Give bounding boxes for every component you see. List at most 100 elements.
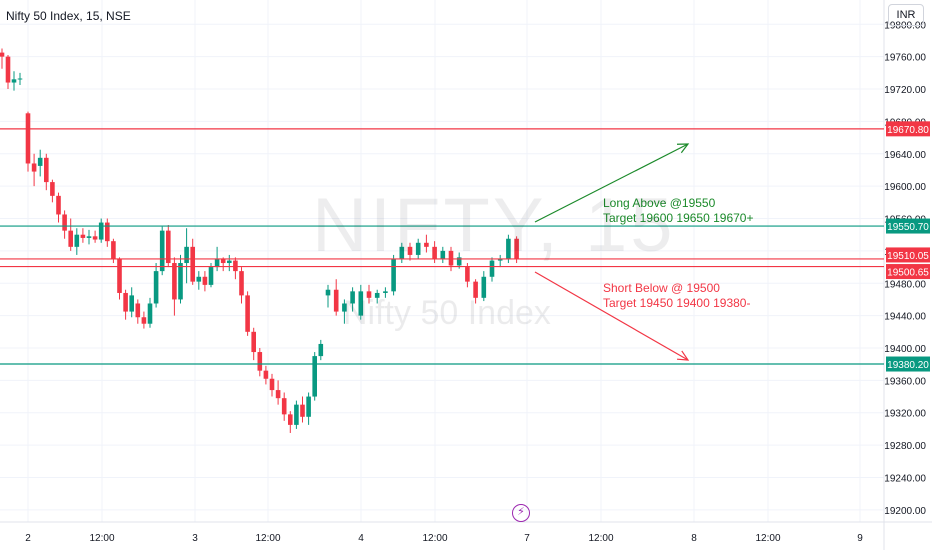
y-tick-label: 19440.00 [884, 312, 926, 323]
candle-body [407, 246, 413, 255]
candle-body [62, 214, 67, 231]
candle-body [50, 182, 55, 196]
candle-body [415, 242, 421, 255]
candle-body [129, 295, 134, 312]
candle-body [383, 291, 388, 293]
candle-body [0, 52, 5, 57]
candle-body [325, 289, 331, 296]
x-tick-label: 12:00 [755, 533, 780, 544]
x-tick-label: 4 [358, 533, 364, 544]
annotation-text: Target 19450 19400 19380- [603, 296, 750, 310]
candle-body [391, 258, 396, 292]
candle-body [98, 222, 104, 240]
candle-body [184, 246, 189, 264]
candle-body [141, 317, 147, 324]
candle-body [178, 263, 183, 300]
candle-body [123, 292, 128, 312]
candle-body [92, 236, 98, 240]
watermark-name: Nifty 50 Index [343, 294, 551, 332]
level-price-label: 19670.80 [887, 125, 929, 136]
annotation-text: Target 19600 19650 19670+ [603, 211, 753, 225]
candle-body [333, 289, 339, 312]
candle-body [424, 242, 429, 247]
candle-body [257, 352, 263, 371]
short-arrow-head [676, 350, 690, 361]
candle-body [489, 260, 495, 277]
candle-body [227, 260, 232, 264]
x-tick-label: 7 [524, 533, 530, 544]
candle-body [159, 230, 165, 272]
candle-body [105, 222, 110, 242]
x-tick-label: 12:00 [255, 533, 280, 544]
candle-body [366, 291, 372, 298]
level-price-label: 19510.05 [887, 251, 929, 262]
candle-body [220, 258, 226, 264]
level-price-tag [886, 218, 930, 234]
y-tick-label: 19600.00 [884, 182, 926, 193]
candle-body [111, 241, 116, 259]
candle-body [25, 113, 31, 164]
x-tick-label: 9 [857, 533, 863, 544]
x-tick-label: 3 [192, 533, 198, 544]
candle-body [74, 234, 80, 247]
candle-body [68, 230, 73, 247]
candle-body [251, 331, 256, 353]
candle-body [312, 356, 317, 397]
candle-body [275, 390, 281, 399]
candle-body [350, 291, 355, 304]
candle-body [233, 260, 238, 272]
x-tick-label: 12:00 [588, 533, 613, 544]
candle-body [448, 250, 454, 266]
candle-body [214, 258, 220, 268]
long-arrow [534, 143, 689, 223]
y-tick-label: 19480.00 [884, 279, 926, 290]
candle-body [5, 56, 11, 83]
candle-body [202, 276, 208, 285]
candle-body [31, 163, 37, 172]
candle-body [44, 157, 49, 183]
watermark-ticker: NIFTY, 15 [312, 183, 676, 268]
candle-body [399, 246, 405, 259]
candle-body [294, 404, 299, 425]
level-price-label: 19380.20 [887, 360, 929, 371]
x-tick-label: 8 [691, 533, 697, 544]
symbol-title[interactable]: Nifty 50 Index, 15, NSE [6, 9, 131, 23]
candle-body [190, 246, 195, 282]
currency-selector[interactable]: INR [888, 4, 924, 26]
level-price-tag [886, 264, 930, 280]
candle-body [135, 303, 141, 318]
candle-body [86, 236, 92, 238]
y-tick-label: 19240.00 [884, 473, 926, 484]
y-tick-label: 19720.00 [884, 85, 926, 96]
x-tick-label: 12:00 [422, 533, 447, 544]
candle-body [432, 246, 437, 259]
candle-body [153, 271, 159, 304]
candle-body [11, 79, 17, 83]
candle-body [281, 398, 287, 415]
candle-body [208, 267, 214, 285]
lightning-icon[interactable]: ⚡ [512, 504, 530, 522]
candle-body [172, 263, 177, 300]
short-arrow [534, 271, 689, 361]
candle-body [56, 195, 61, 215]
candle-body [147, 303, 153, 324]
candle-body [514, 238, 519, 259]
y-tick-label: 19360.00 [884, 376, 926, 387]
candle-body [117, 258, 122, 293]
candle-body [456, 257, 462, 266]
candle-body [306, 396, 311, 417]
y-tick-label: 19760.00 [884, 53, 926, 64]
level-price-label: 19500.65 [887, 268, 929, 279]
y-tick-label: 19200.00 [884, 506, 926, 517]
y-tick-label: 19640.00 [884, 150, 926, 161]
candle-body [239, 271, 244, 296]
level-price-tag [886, 121, 930, 137]
candle-body [269, 378, 275, 391]
candle-body [17, 78, 23, 80]
long-arrow-head [676, 143, 690, 154]
y-tick-label: 19280.00 [884, 441, 926, 452]
annotation-text: Short Below @ 19500 [603, 281, 720, 295]
x-tick-label: 2 [25, 533, 31, 544]
